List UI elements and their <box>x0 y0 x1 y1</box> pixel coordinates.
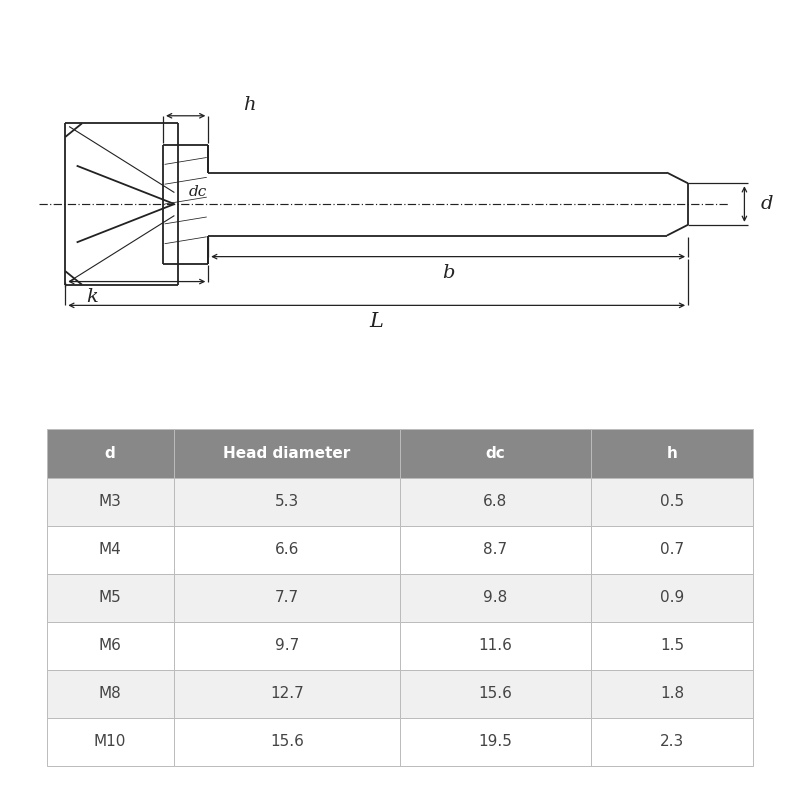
Text: d: d <box>105 446 115 461</box>
Bar <box>591 430 754 478</box>
Text: Head diameter: Head diameter <box>223 446 350 461</box>
Text: 1.8: 1.8 <box>660 686 684 701</box>
Bar <box>400 718 591 766</box>
Text: 2.3: 2.3 <box>660 734 684 750</box>
Text: 7.7: 7.7 <box>275 590 299 605</box>
Text: M6: M6 <box>98 638 122 653</box>
Bar <box>46 718 174 766</box>
Bar <box>46 526 174 574</box>
Text: k: k <box>86 289 98 306</box>
Text: M4: M4 <box>99 542 122 557</box>
Text: 0.9: 0.9 <box>660 590 684 605</box>
Bar <box>174 430 400 478</box>
Bar <box>46 430 174 478</box>
Bar <box>46 622 174 670</box>
Bar <box>174 478 400 526</box>
Text: L: L <box>370 312 384 331</box>
Text: h: h <box>666 446 678 461</box>
Bar <box>46 574 174 622</box>
Text: h: h <box>243 96 256 114</box>
Bar <box>400 670 591 718</box>
Text: 6.8: 6.8 <box>483 494 507 509</box>
Bar <box>591 622 754 670</box>
Bar <box>174 718 400 766</box>
Text: 0.7: 0.7 <box>660 542 684 557</box>
Bar <box>400 430 591 478</box>
Text: dc: dc <box>189 186 206 199</box>
Text: 1.5: 1.5 <box>660 638 684 653</box>
Text: 19.5: 19.5 <box>478 734 512 750</box>
Text: b: b <box>442 263 454 282</box>
Text: 5.3: 5.3 <box>274 494 299 509</box>
Text: 9.7: 9.7 <box>274 638 299 653</box>
Text: M5: M5 <box>99 590 122 605</box>
Bar <box>400 574 591 622</box>
Text: 11.6: 11.6 <box>478 638 512 653</box>
Text: 8.7: 8.7 <box>483 542 507 557</box>
Bar <box>46 670 174 718</box>
Bar <box>46 478 174 526</box>
Bar <box>591 670 754 718</box>
Bar <box>591 526 754 574</box>
Bar <box>174 622 400 670</box>
Text: dc: dc <box>486 446 506 461</box>
Text: 12.7: 12.7 <box>270 686 304 701</box>
Text: d: d <box>761 195 774 213</box>
Bar <box>400 526 591 574</box>
Text: M8: M8 <box>99 686 122 701</box>
Text: 9.8: 9.8 <box>483 590 507 605</box>
Text: M3: M3 <box>98 494 122 509</box>
Bar <box>400 622 591 670</box>
Text: 15.6: 15.6 <box>478 686 512 701</box>
Text: M10: M10 <box>94 734 126 750</box>
Bar <box>174 670 400 718</box>
Bar <box>400 478 591 526</box>
Bar <box>174 574 400 622</box>
Bar <box>174 526 400 574</box>
Bar <box>591 574 754 622</box>
Text: 6.6: 6.6 <box>274 542 299 557</box>
Text: 15.6: 15.6 <box>270 734 304 750</box>
Bar <box>591 478 754 526</box>
Bar <box>591 718 754 766</box>
Text: 0.5: 0.5 <box>660 494 684 509</box>
